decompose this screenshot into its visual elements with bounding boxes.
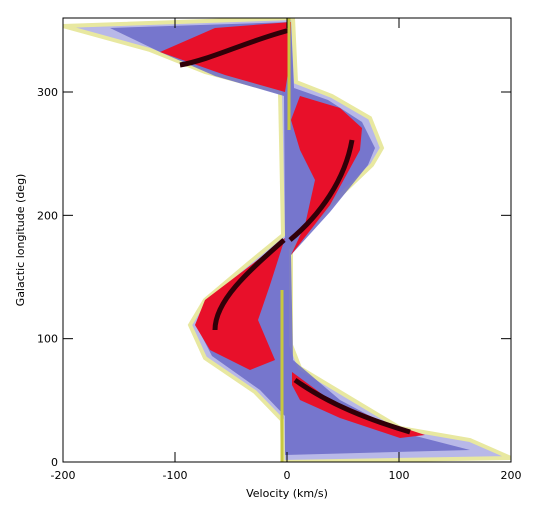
x-tick-label: -100 [163,469,188,482]
x-tick-label: 200 [501,469,522,482]
y-axis-label: Galactic longitude (deg) [14,174,27,307]
y-tick-label: 0 [51,456,58,469]
x-tick-label: 0 [284,469,291,482]
emission-ridge [160,22,425,438]
x-tick-label: 100 [389,469,410,482]
y-tick-label: 300 [37,86,58,99]
y-tick-label: 100 [37,333,58,346]
x-tick-label: -200 [51,469,76,482]
y-tick-label: 200 [37,209,58,222]
emission-core [179,27,411,435]
x-axis-label: Velocity (km/s) [246,487,328,500]
density-map [63,18,511,462]
